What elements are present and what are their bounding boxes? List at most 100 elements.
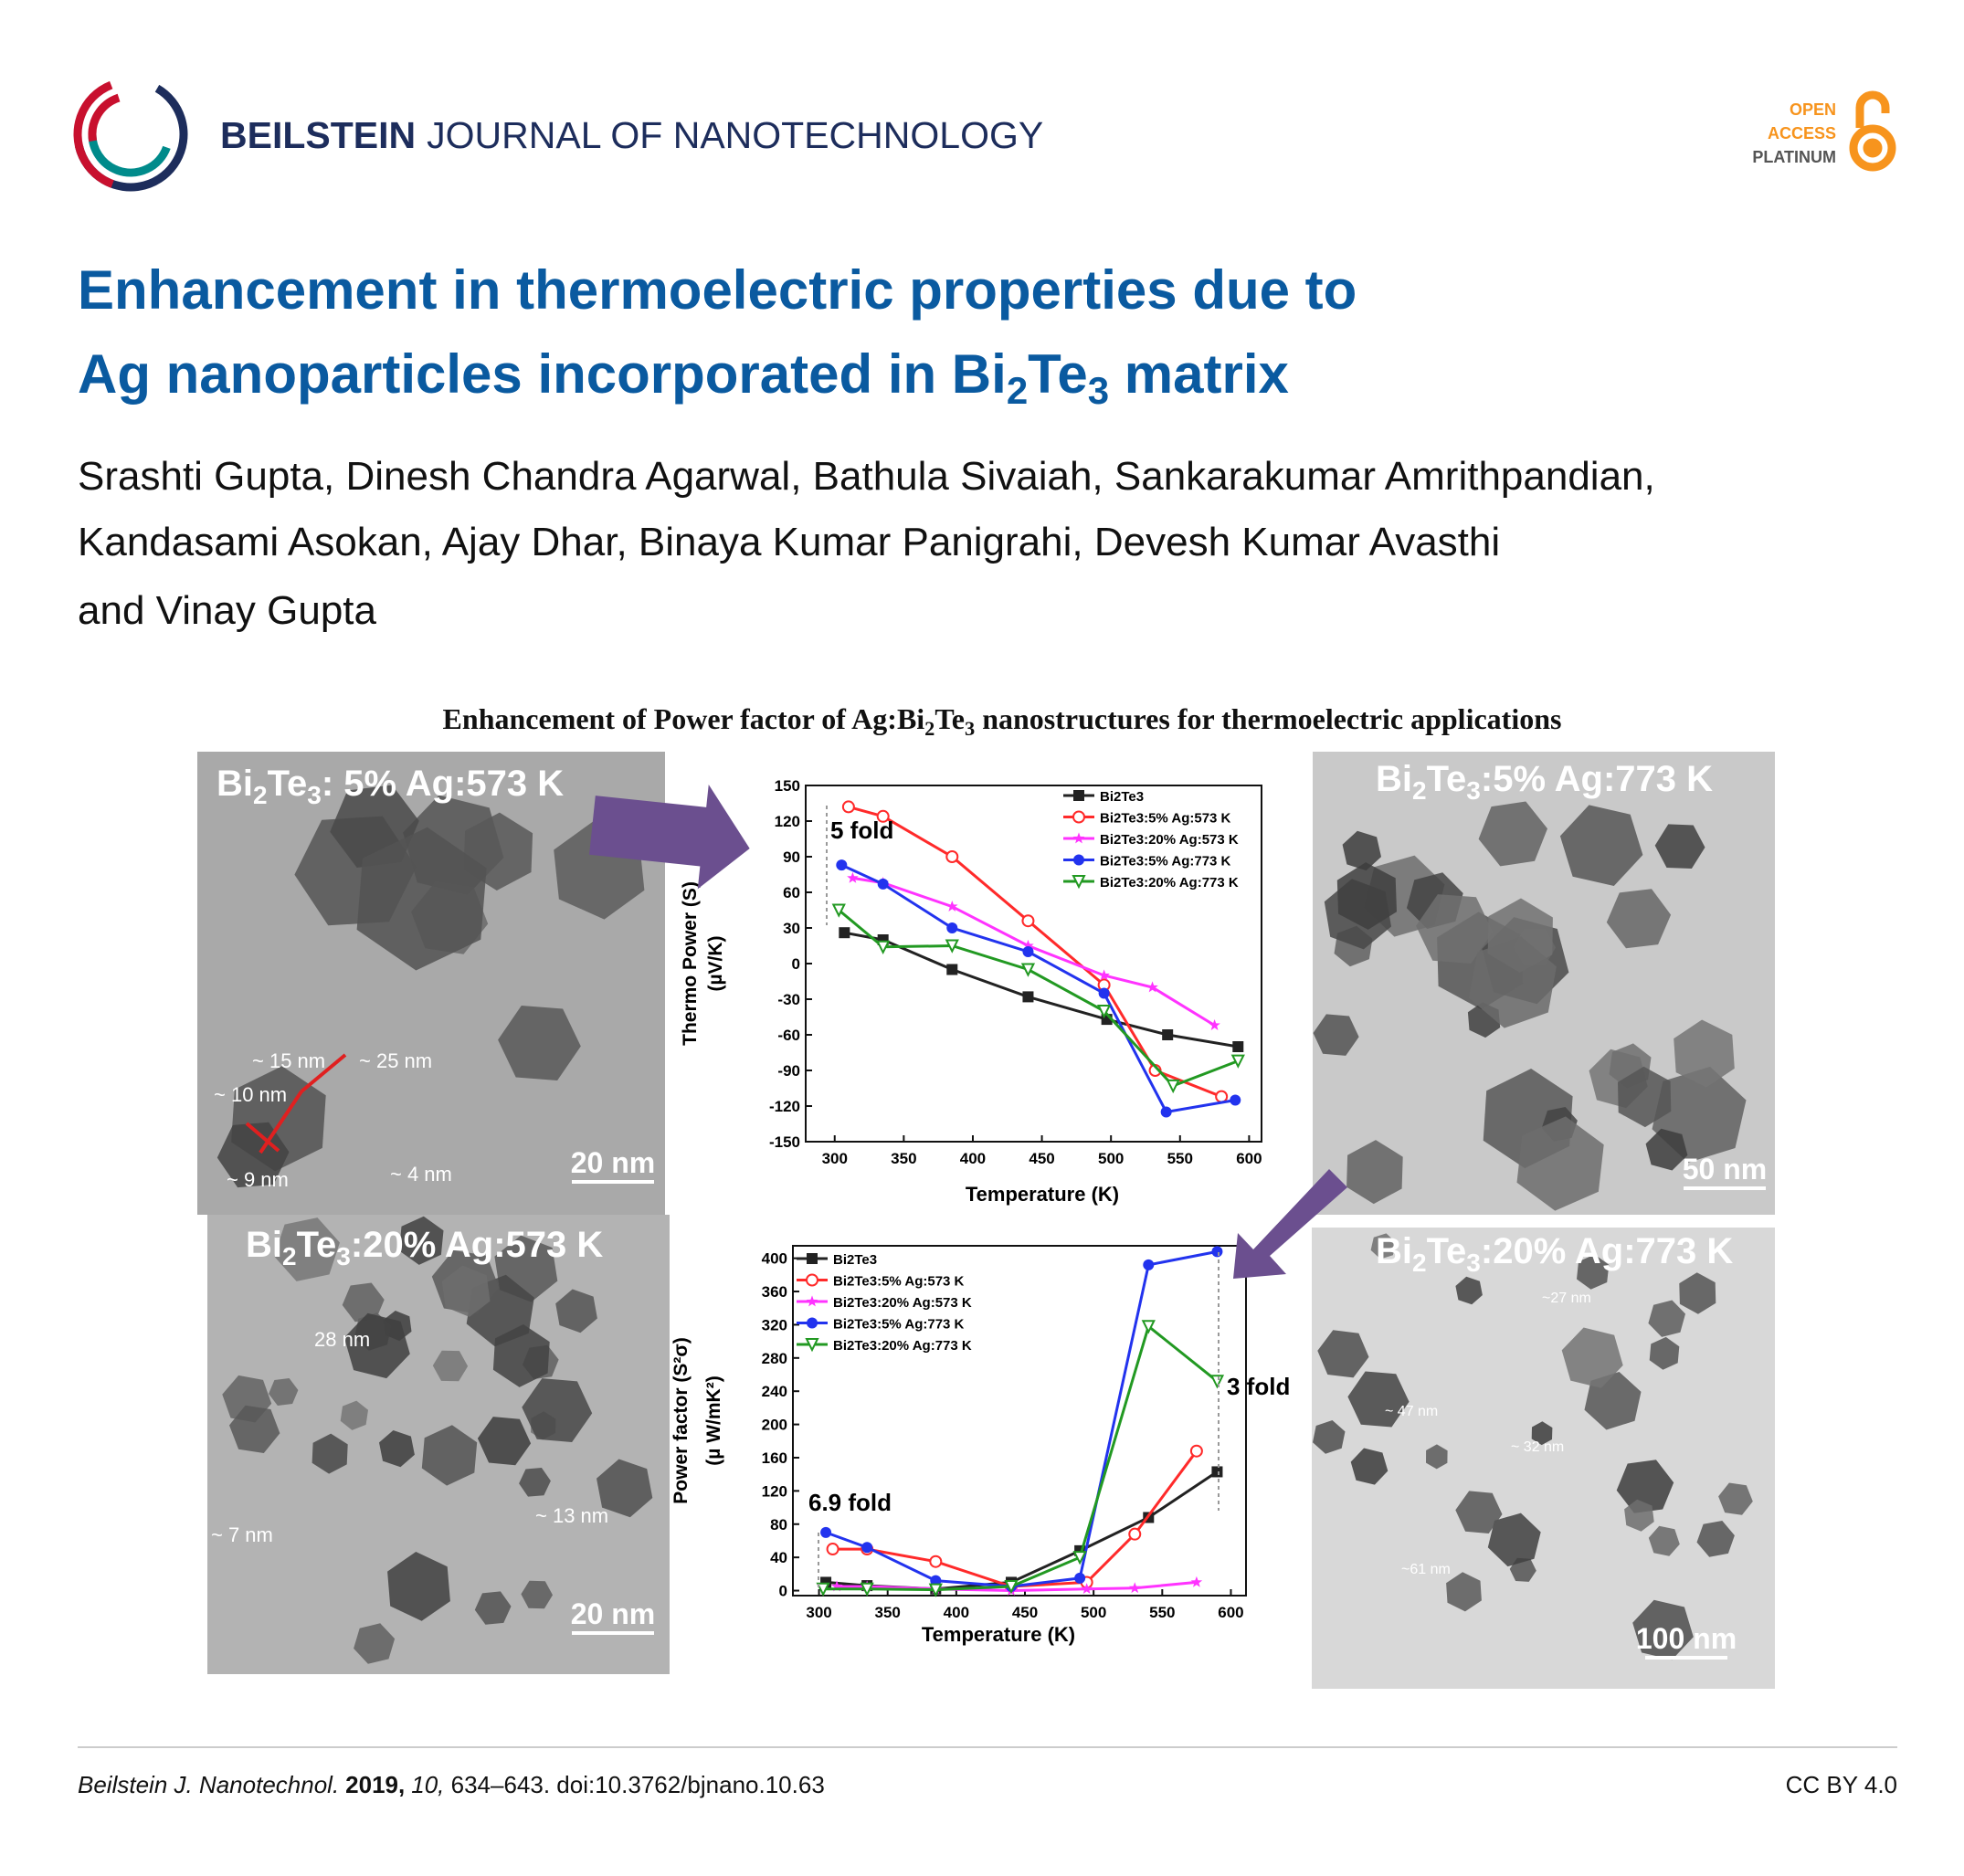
- data-point: [1160, 1106, 1172, 1118]
- nanoparticle: [1648, 1525, 1680, 1556]
- data-point: [1146, 981, 1158, 993]
- legend-label: Bi2Te3:5% Ag:773 K: [833, 1317, 965, 1333]
- chart: 300 350 400 450 500 550 600 0 40 80 120 160 200 240 28…: [671, 1245, 1290, 1646]
- y-tick-label: -30: [777, 991, 800, 1008]
- nanoparticle: [1606, 889, 1672, 949]
- abstract-title-sub: 2: [924, 717, 934, 740]
- y-tick-label: 120: [775, 813, 800, 830]
- nanoparticle: [521, 1580, 553, 1609]
- nanoparticle: [1469, 936, 1557, 1028]
- legend-label: Bi2Te3:5% Ag:573 K: [833, 1274, 965, 1290]
- nanoparticle: [1416, 894, 1494, 964]
- data-point: [1022, 946, 1034, 957]
- nanoparticle: [1446, 1572, 1482, 1612]
- data-point: [1128, 1582, 1141, 1594]
- size-annotation: ~ 7 nm: [211, 1523, 273, 1546]
- title-part: Ag nanoparticles incorporated in Bi: [78, 343, 1007, 405]
- panel-label-part: Bi: [1376, 1231, 1412, 1271]
- nanoparticle: [441, 1265, 491, 1317]
- data-point: [1021, 914, 1035, 928]
- data-point: [876, 809, 890, 823]
- abstract-title: Enhancement of Power factor of Ag:Bi2Te3…: [443, 702, 1562, 740]
- legend-marker: [1073, 854, 1084, 866]
- data-point: [1141, 1320, 1156, 1334]
- legend-marker: [1072, 832, 1085, 844]
- nanoparticle: [432, 1350, 469, 1382]
- journal-name: BEILSTEIN JOURNAL OF NANOTECHNOLOGY: [220, 114, 1043, 156]
- data-point: [1098, 969, 1110, 981]
- article-title: Ag nanoparticles incorporated in Bi2Te3 …: [78, 343, 1289, 412]
- data-point: [847, 871, 859, 883]
- size-annotation: ~ 25 nm: [359, 1049, 432, 1072]
- data-point: [1081, 1583, 1093, 1595]
- nanoparticle: [229, 1405, 280, 1453]
- nanoparticle: [1347, 1371, 1410, 1428]
- data-point: [1098, 987, 1110, 999]
- data-point: [1189, 1444, 1203, 1458]
- panel-label-part: :20% Ag:573 K: [351, 1225, 604, 1265]
- y-tick-label: 150: [775, 777, 800, 795]
- data-point: [928, 1583, 943, 1597]
- data-point: [1022, 939, 1034, 951]
- data-point: [1230, 1094, 1241, 1106]
- panel-label-part: Te: [1427, 759, 1467, 799]
- nanoparticle: [343, 1312, 410, 1379]
- citation-journal: Beilstein J. Nanotechnol.: [78, 1771, 339, 1798]
- data-point: [1211, 1466, 1223, 1478]
- legend-marker: [1073, 790, 1084, 801]
- y-tick-label: 80: [770, 1516, 787, 1533]
- panel-label: Bi2Te3:20% Ag:773 K: [1376, 1231, 1733, 1277]
- y-tick-label: 360: [762, 1283, 787, 1301]
- scale-bar-label: 100 nm: [1636, 1622, 1737, 1655]
- tem-panels: Bi2Te3: 5% Ag:573 K20 nm~ 15 nm ~ 25 nm~ …: [197, 752, 1775, 1689]
- nanoparticle: [354, 1623, 396, 1664]
- citation-year: 2019,: [345, 1771, 405, 1798]
- arrows: [589, 784, 1347, 1279]
- legend-label: Bi2Te3: [833, 1252, 877, 1268]
- data-point: [839, 927, 850, 939]
- nanoparticle: [1531, 1421, 1553, 1446]
- nanoparticle: [492, 1324, 550, 1387]
- y-tick-label: 40: [770, 1549, 787, 1566]
- abstract-title-part: nanostructures for thermoelectric applic…: [975, 702, 1561, 735]
- legend-marker: [806, 1273, 818, 1287]
- legend-marker: [807, 1317, 818, 1329]
- panel-label-part: :5% Ag:773 K: [1481, 759, 1713, 799]
- size-annotation: 28 nm: [314, 1328, 370, 1351]
- y-tick-label: 240: [762, 1383, 787, 1400]
- y-tick-label: -60: [777, 1027, 800, 1044]
- nanoparticle: [1624, 1499, 1654, 1532]
- data-point: [876, 940, 891, 955]
- nanoparticle: [1561, 1327, 1623, 1388]
- y-tick-label: 30: [783, 920, 800, 937]
- author-line: and Vinay Gupta: [78, 588, 377, 633]
- data-point: [1020, 963, 1036, 977]
- citation: Beilstein J. Nanotechnol. 2019, 10, 634–64…: [78, 1771, 825, 1798]
- data-point: [945, 850, 959, 863]
- data-point: [946, 964, 958, 975]
- data-point: [861, 1542, 873, 1554]
- nanoparticle: [1455, 1276, 1483, 1305]
- plot-frame: [792, 1245, 1247, 1597]
- nanoparticle: [1679, 1272, 1716, 1314]
- panel-label-part: Bi: [216, 764, 253, 804]
- chart: 300 350 400 450 500 550 600 -150 -120 -90 -60 -30 0 3…: [680, 777, 1262, 1206]
- data-point: [1143, 1259, 1155, 1270]
- y-tick-label: -120: [769, 1098, 800, 1115]
- panel-label: Bi2Te3:5% Ag:773 K: [1376, 759, 1713, 805]
- panel-label-sub: 2: [253, 781, 268, 809]
- panel-label: Bi2Te3: 5% Ag:573 K: [216, 764, 564, 809]
- nanoparticle: [421, 1425, 478, 1486]
- panel-label-sub: 3: [1466, 776, 1481, 805]
- nanoparticle: [342, 1282, 385, 1323]
- chart-annotation: 3 fold: [1227, 1373, 1290, 1400]
- size-annotation: ~27 nm: [1542, 1291, 1591, 1306]
- data-point: [946, 901, 958, 912]
- data-point: [1232, 1041, 1244, 1052]
- red-arrow: [245, 1122, 280, 1153]
- y-axis-label: Power factor (S²σ): [671, 1337, 692, 1503]
- size-annotation: ~ 4 nm: [390, 1163, 452, 1186]
- panel-label-part: Te: [1427, 1231, 1467, 1271]
- panel-label-part: Te: [297, 1225, 337, 1265]
- chart-annotation: 5 fold: [830, 817, 893, 844]
